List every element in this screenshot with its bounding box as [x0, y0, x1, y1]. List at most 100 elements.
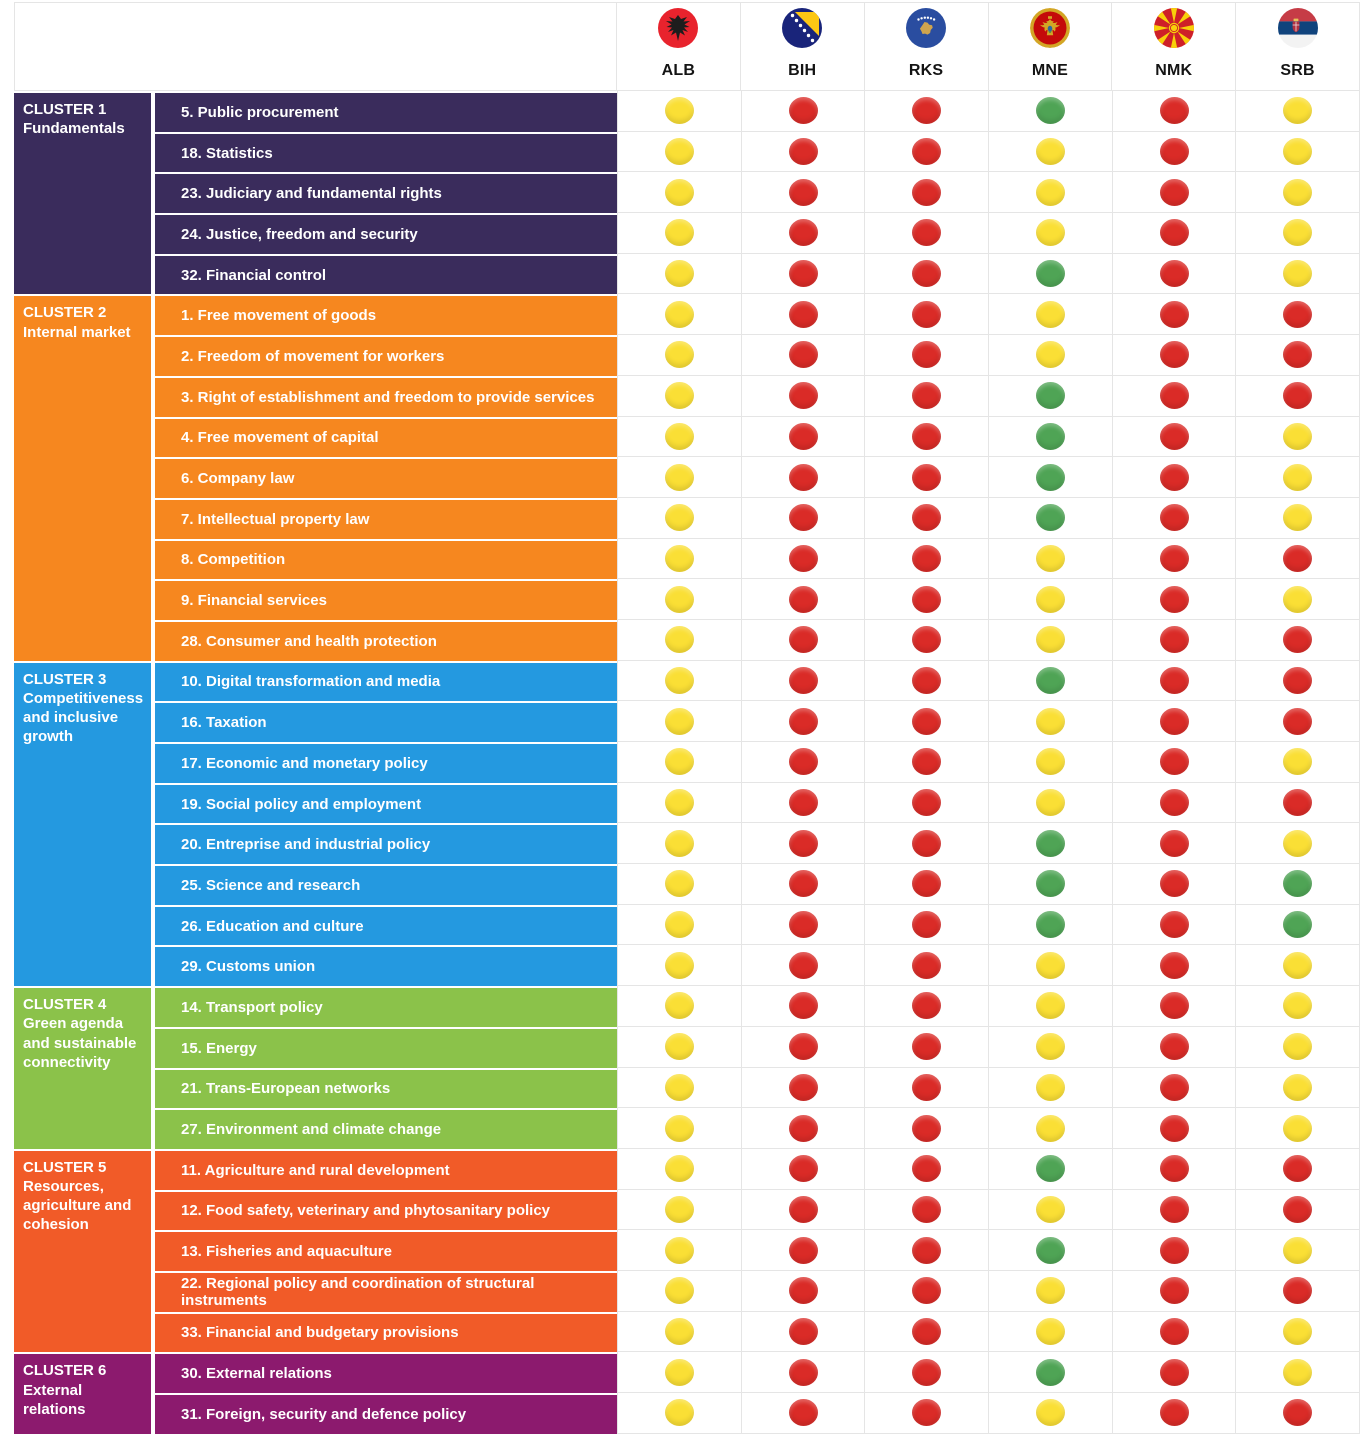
- status-cell: [617, 375, 742, 417]
- status-dot: [1159, 829, 1189, 857]
- cluster-subtitle: External relations: [23, 1381, 86, 1418]
- status-dot: [788, 666, 818, 694]
- cluster-title: CLUSTER 1: [23, 101, 107, 118]
- bosnia-herzegovina-flag-icon: [782, 7, 823, 48]
- status-dot: [1283, 585, 1313, 613]
- status-cell: [1112, 986, 1237, 1027]
- chapter-cell: 26. Education and culture: [155, 904, 617, 946]
- status-dot: [1283, 422, 1313, 450]
- status-cell: [741, 579, 866, 620]
- chapter-cell: 5. Public procurement: [155, 91, 617, 132]
- status-cell: [989, 538, 1113, 580]
- status-cell: [741, 986, 866, 1027]
- status-dot: [1035, 707, 1065, 735]
- status-cell: [741, 1108, 866, 1149]
- country-flag-cell: [864, 2, 989, 52]
- table-row: 4. Free movement of capital: [155, 416, 1360, 458]
- cluster-subtitle: Fundamentals: [23, 120, 125, 138]
- table-row: 11. Agriculture and rural development: [155, 1148, 1360, 1190]
- chapter-cell: 22. Regional policy and coordination of …: [155, 1270, 617, 1312]
- chapter-cell: 33. Financial and budgetary provisions: [155, 1311, 617, 1353]
- status-dot: [912, 463, 942, 491]
- status-cell: [1236, 660, 1360, 702]
- status-dot: [788, 870, 818, 898]
- status-dot: [1159, 97, 1189, 125]
- status-cell: [741, 457, 866, 498]
- status-dot: [664, 666, 694, 694]
- status-dot: [788, 1033, 818, 1061]
- status-cell: [1112, 172, 1237, 214]
- status-cell: [617, 416, 742, 458]
- status-cell: [1112, 1352, 1237, 1393]
- status-cell: [1236, 1393, 1360, 1434]
- chapter-cell: 31. Foreign, security and defence policy: [155, 1393, 617, 1434]
- status-dot: [1035, 1236, 1065, 1264]
- status-cell: [1236, 904, 1360, 946]
- cluster-rows: 14. Transport policy 15. Energy 21. Trans-…: [155, 986, 1360, 1149]
- status-dot: [664, 1195, 694, 1223]
- table-row: 31. Foreign, security and defence policy: [155, 1393, 1360, 1434]
- status-cell: [741, 701, 866, 742]
- status-cell: [1236, 172, 1360, 214]
- status-cell: [741, 335, 866, 376]
- status-cell: [617, 1311, 742, 1353]
- table-row: 24. Justice, freedom and security: [155, 213, 1360, 254]
- table-row: 15. Energy: [155, 1026, 1360, 1068]
- status-dot: [1035, 951, 1065, 979]
- status-dot: [1283, 992, 1313, 1020]
- status-cell: [741, 619, 866, 661]
- status-dot: [912, 585, 942, 613]
- cluster-title: CLUSTER 6: [23, 1362, 107, 1380]
- chapter-cell: 21. Trans-European networks: [155, 1067, 617, 1109]
- chapter-cell: 17. Economic and monetary policy: [155, 742, 617, 783]
- status-dot: [912, 1114, 942, 1142]
- status-dot: [1283, 1195, 1313, 1223]
- status-dot: [912, 300, 942, 328]
- status-dot: [664, 1399, 694, 1427]
- table-row: 9. Financial services: [155, 579, 1360, 620]
- status-dot: [664, 178, 694, 206]
- status-dot: [1159, 260, 1189, 288]
- cluster-block: CLUSTER 5 Resources, agriculture and cohe…: [14, 1148, 1360, 1353]
- status-cell: [741, 1067, 866, 1109]
- status-dot: [788, 626, 818, 654]
- status-dot: [788, 789, 818, 817]
- status-dot: [1283, 1236, 1313, 1264]
- status-dot: [1035, 1114, 1065, 1142]
- status-cell: [1236, 986, 1360, 1027]
- status-dot: [1283, 829, 1313, 857]
- cluster-label: CLUSTER 6 External relations: [14, 1352, 151, 1434]
- status-dot: [788, 219, 818, 247]
- status-dot: [912, 1155, 942, 1183]
- status-dot: [912, 544, 942, 572]
- status-dot: [1283, 97, 1313, 125]
- status-dot: [788, 300, 818, 328]
- status-cell: [617, 864, 742, 905]
- status-dot: [1035, 138, 1065, 166]
- status-cell: [1236, 375, 1360, 417]
- status-dot: [788, 504, 818, 532]
- cluster-subtitle: Resources, agriculture and cohesion: [23, 1178, 132, 1234]
- status-dot: [1159, 504, 1189, 532]
- status-dot: [1035, 626, 1065, 654]
- status-cell: [617, 660, 742, 702]
- table-row: 19. Social policy and employment: [155, 782, 1360, 824]
- status-dot: [1159, 382, 1189, 410]
- status-dot: [788, 1155, 818, 1183]
- status-dot: [1283, 951, 1313, 979]
- cluster-title: CLUSTER 2: [23, 304, 107, 322]
- status-dot: [912, 97, 942, 125]
- status-cell: [1236, 864, 1360, 905]
- status-cell: [989, 1026, 1113, 1068]
- table-row: 21. Trans-European networks: [155, 1067, 1360, 1109]
- status-dot: [912, 382, 942, 410]
- status-dot: [788, 138, 818, 166]
- status-cell: [1236, 1026, 1360, 1068]
- status-dot: [1159, 748, 1189, 776]
- country-flag-cell: [1236, 2, 1360, 52]
- status-dot: [664, 911, 694, 939]
- status-cell: [1236, 91, 1360, 132]
- status-dot: [912, 707, 942, 735]
- chapter-cell: 15. Energy: [155, 1026, 617, 1068]
- status-cell: [617, 457, 742, 498]
